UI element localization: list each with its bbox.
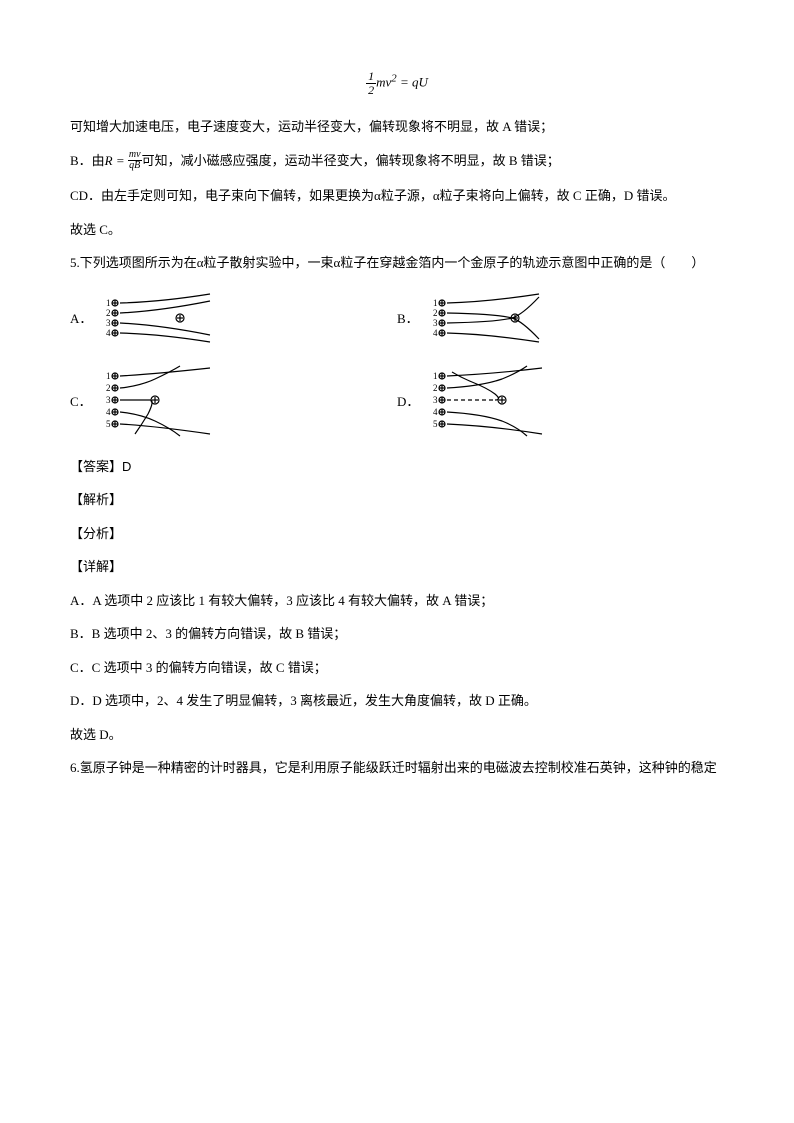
formula-rhs: = qU — [397, 75, 428, 90]
svg-text:2: 2 — [433, 383, 438, 393]
explain-a: 可知增大加速电压，电子速度变大，运动半径变大，偏转现象将不明显，故 A 错误； — [70, 117, 724, 137]
svg-text:4: 4 — [433, 328, 438, 338]
diagram-d: 1 2 3 4 5 — [427, 364, 547, 439]
radius-fraction: mv qB — [128, 150, 142, 171]
diagram-b: 1 2 3 4 — [427, 291, 547, 346]
section-fenxi: 【分析】 — [70, 524, 724, 544]
svg-text:3: 3 — [433, 318, 438, 328]
svg-text:3: 3 — [433, 395, 438, 405]
question-5: 5.下列选项图所示为在α粒子散射实验中，一束α粒子在穿越金箔内一个金原子的轨迹示… — [70, 253, 724, 273]
svg-text:1: 1 — [433, 298, 438, 308]
options-row-1: A． 1 2 3 4 B． 1 2 — [70, 291, 724, 346]
detail-conclusion: 故选 D。 — [70, 725, 724, 745]
diagram-a: 1 2 3 4 — [100, 291, 220, 346]
detail-b: B．B 选项中 2、3 的偏转方向错误，故 B 错误； — [70, 624, 724, 644]
conclusion-4: 故选 C。 — [70, 220, 724, 240]
frac-num: 1 — [366, 70, 376, 84]
formula-mid: mv — [376, 75, 391, 90]
svg-text:4: 4 — [433, 407, 438, 417]
svg-text:2: 2 — [433, 308, 438, 318]
svg-text:4: 4 — [106, 407, 111, 417]
svg-text:1: 1 — [106, 298, 111, 308]
option-d: D． 1 2 3 4 5 — [397, 364, 724, 439]
kinetic-energy-formula: 1 2 mv2 = qU — [70, 70, 724, 97]
detail-c: C．C 选项中 3 的偏转方向错误，故 C 错误； — [70, 658, 724, 678]
answer-5: 【答案】D — [70, 457, 724, 477]
detail-d: D．D 选项中，2、4 发生了明显偏转，3 离核最近，发生大角度偏转，故 D 正… — [70, 691, 724, 711]
svg-text:1: 1 — [433, 371, 438, 381]
option-a: A． 1 2 3 4 — [70, 291, 397, 346]
svg-text:3: 3 — [106, 395, 111, 405]
option-b: B． 1 2 3 4 — [397, 291, 724, 346]
option-c: C． 1 2 3 4 5 — [70, 364, 397, 439]
svg-text:2: 2 — [106, 308, 111, 318]
svg-text:4: 4 — [106, 328, 111, 338]
explain-cd: CD．由左手定则可知，电子束向下偏转，如果更换为α粒子源，α粒子束将向上偏转，故… — [70, 186, 724, 206]
svg-text:1: 1 — [106, 371, 111, 381]
frac-den: 2 — [366, 84, 376, 97]
svg-text:3: 3 — [106, 318, 111, 328]
section-xiangjie: 【详解】 — [70, 557, 724, 577]
diagram-c: 1 2 3 4 5 — [100, 364, 220, 439]
explain-b: B．由R = mv qB 可知，减小磁感应强度，运动半径变大，偏转现象将不明显，… — [70, 151, 724, 173]
options-row-2: C． 1 2 3 4 5 D． — [70, 364, 724, 439]
detail-a: A．A 选项中 2 应该比 1 有较大偏转，3 应该比 4 有较大偏转，故 A … — [70, 591, 724, 611]
svg-text:5: 5 — [433, 419, 438, 429]
svg-text:5: 5 — [106, 419, 111, 429]
svg-text:2: 2 — [106, 383, 111, 393]
section-jiexi: 【解析】 — [70, 490, 724, 510]
question-6: 6.氢原子钟是一种精密的计时器具，它是利用原子能级跃迁时辐射出来的电磁波去控制校… — [70, 758, 724, 778]
